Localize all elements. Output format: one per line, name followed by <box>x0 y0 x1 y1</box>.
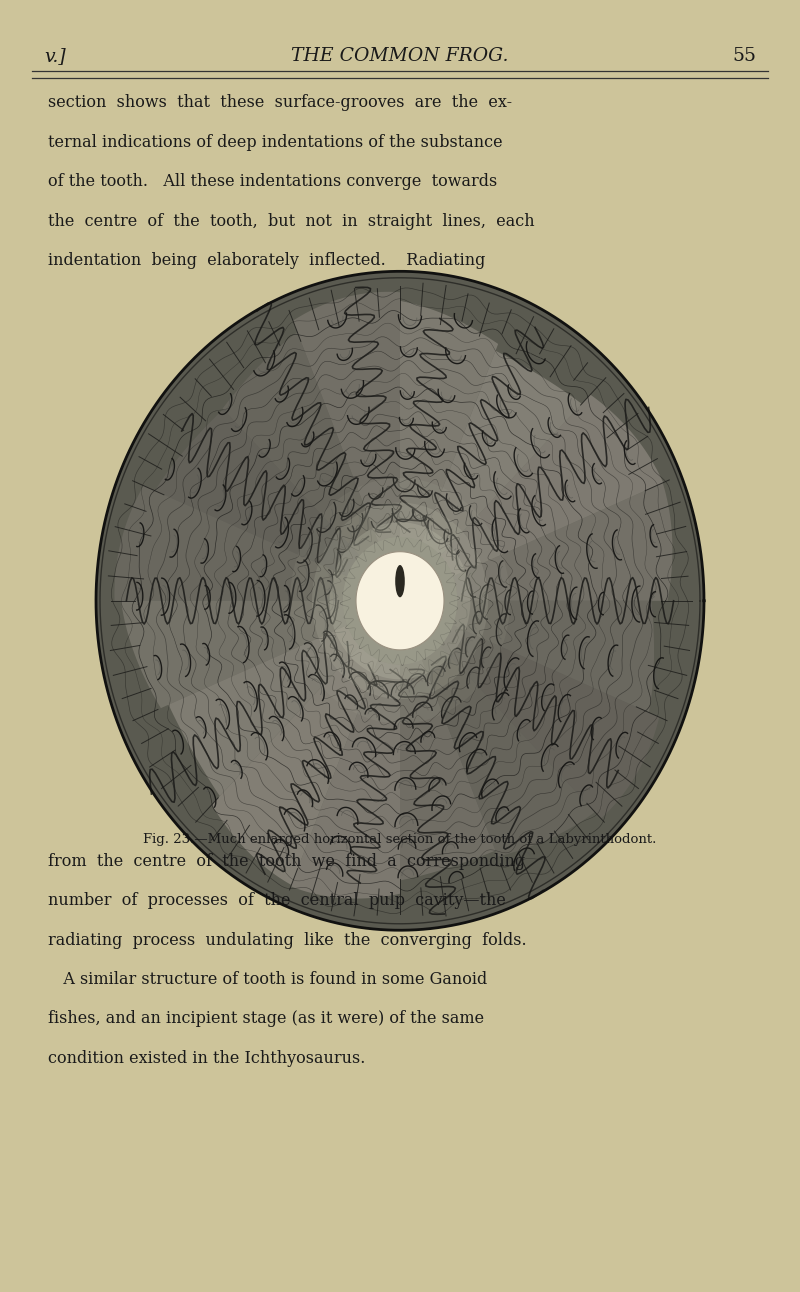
Text: from  the  centre  of  the  tooth  we  find  a  corresponding: from the centre of the tooth we find a c… <box>48 853 525 870</box>
Polygon shape <box>422 350 582 556</box>
Text: indentation  being  elaborately  inflected.    Radiating: indentation being elaborately inflected.… <box>48 252 486 269</box>
Polygon shape <box>290 478 510 724</box>
Text: the  centre  of  the  tooth,  but  not  in  straight  lines,  each: the centre of the tooth, but not in stra… <box>48 212 534 230</box>
Polygon shape <box>400 301 498 541</box>
Polygon shape <box>312 503 488 699</box>
Polygon shape <box>212 646 378 885</box>
Text: fishes, and an incipient stage (as it were) of the same: fishes, and an incipient stage (as it we… <box>48 1010 484 1027</box>
Polygon shape <box>293 292 400 541</box>
Polygon shape <box>343 537 458 664</box>
Polygon shape <box>330 522 470 680</box>
Text: condition existed in the Ichthyosaurus.: condition existed in the Ichthyosaurus. <box>48 1049 366 1067</box>
Text: Fig. 23.—Much enlarged horizontal section of the tooth of a Labyrinthodont.: Fig. 23.—Much enlarged horizontal sectio… <box>143 833 657 846</box>
Polygon shape <box>356 552 444 650</box>
Polygon shape <box>453 601 654 712</box>
Text: v.]: v.] <box>44 47 66 65</box>
Ellipse shape <box>395 565 405 597</box>
Text: radiating  process  undulating  like  the  converging  folds.: radiating process undulating like the co… <box>48 932 526 948</box>
Text: section  shows  that  these  surface-grooves  are  the  ex-: section shows that these surface-grooves… <box>48 94 512 111</box>
Polygon shape <box>114 486 347 601</box>
Polygon shape <box>400 660 495 880</box>
Polygon shape <box>155 410 359 576</box>
Polygon shape <box>291 660 400 898</box>
Polygon shape <box>222 332 378 556</box>
Polygon shape <box>169 625 359 796</box>
Polygon shape <box>441 625 659 819</box>
Text: A similar structure of tooth is found in some Ganoid: A similar structure of tooth is found in… <box>48 972 487 988</box>
Text: number  of  processes  of  the  central  pulp  cavity—the: number of processes of the central pulp … <box>48 893 506 910</box>
Polygon shape <box>96 271 704 930</box>
Polygon shape <box>121 601 347 708</box>
Text: 55: 55 <box>732 47 756 65</box>
Polygon shape <box>453 483 673 601</box>
Polygon shape <box>441 394 663 576</box>
Text: THE COMMON FROG.: THE COMMON FROG. <box>291 47 509 65</box>
Polygon shape <box>422 646 595 857</box>
Text: of the tooth.   All these indentations converge  towards: of the tooth. All these indentations con… <box>48 173 498 190</box>
Text: ternal indications of deep indentations of the substance: ternal indications of deep indentations … <box>48 134 502 151</box>
Polygon shape <box>356 552 444 650</box>
